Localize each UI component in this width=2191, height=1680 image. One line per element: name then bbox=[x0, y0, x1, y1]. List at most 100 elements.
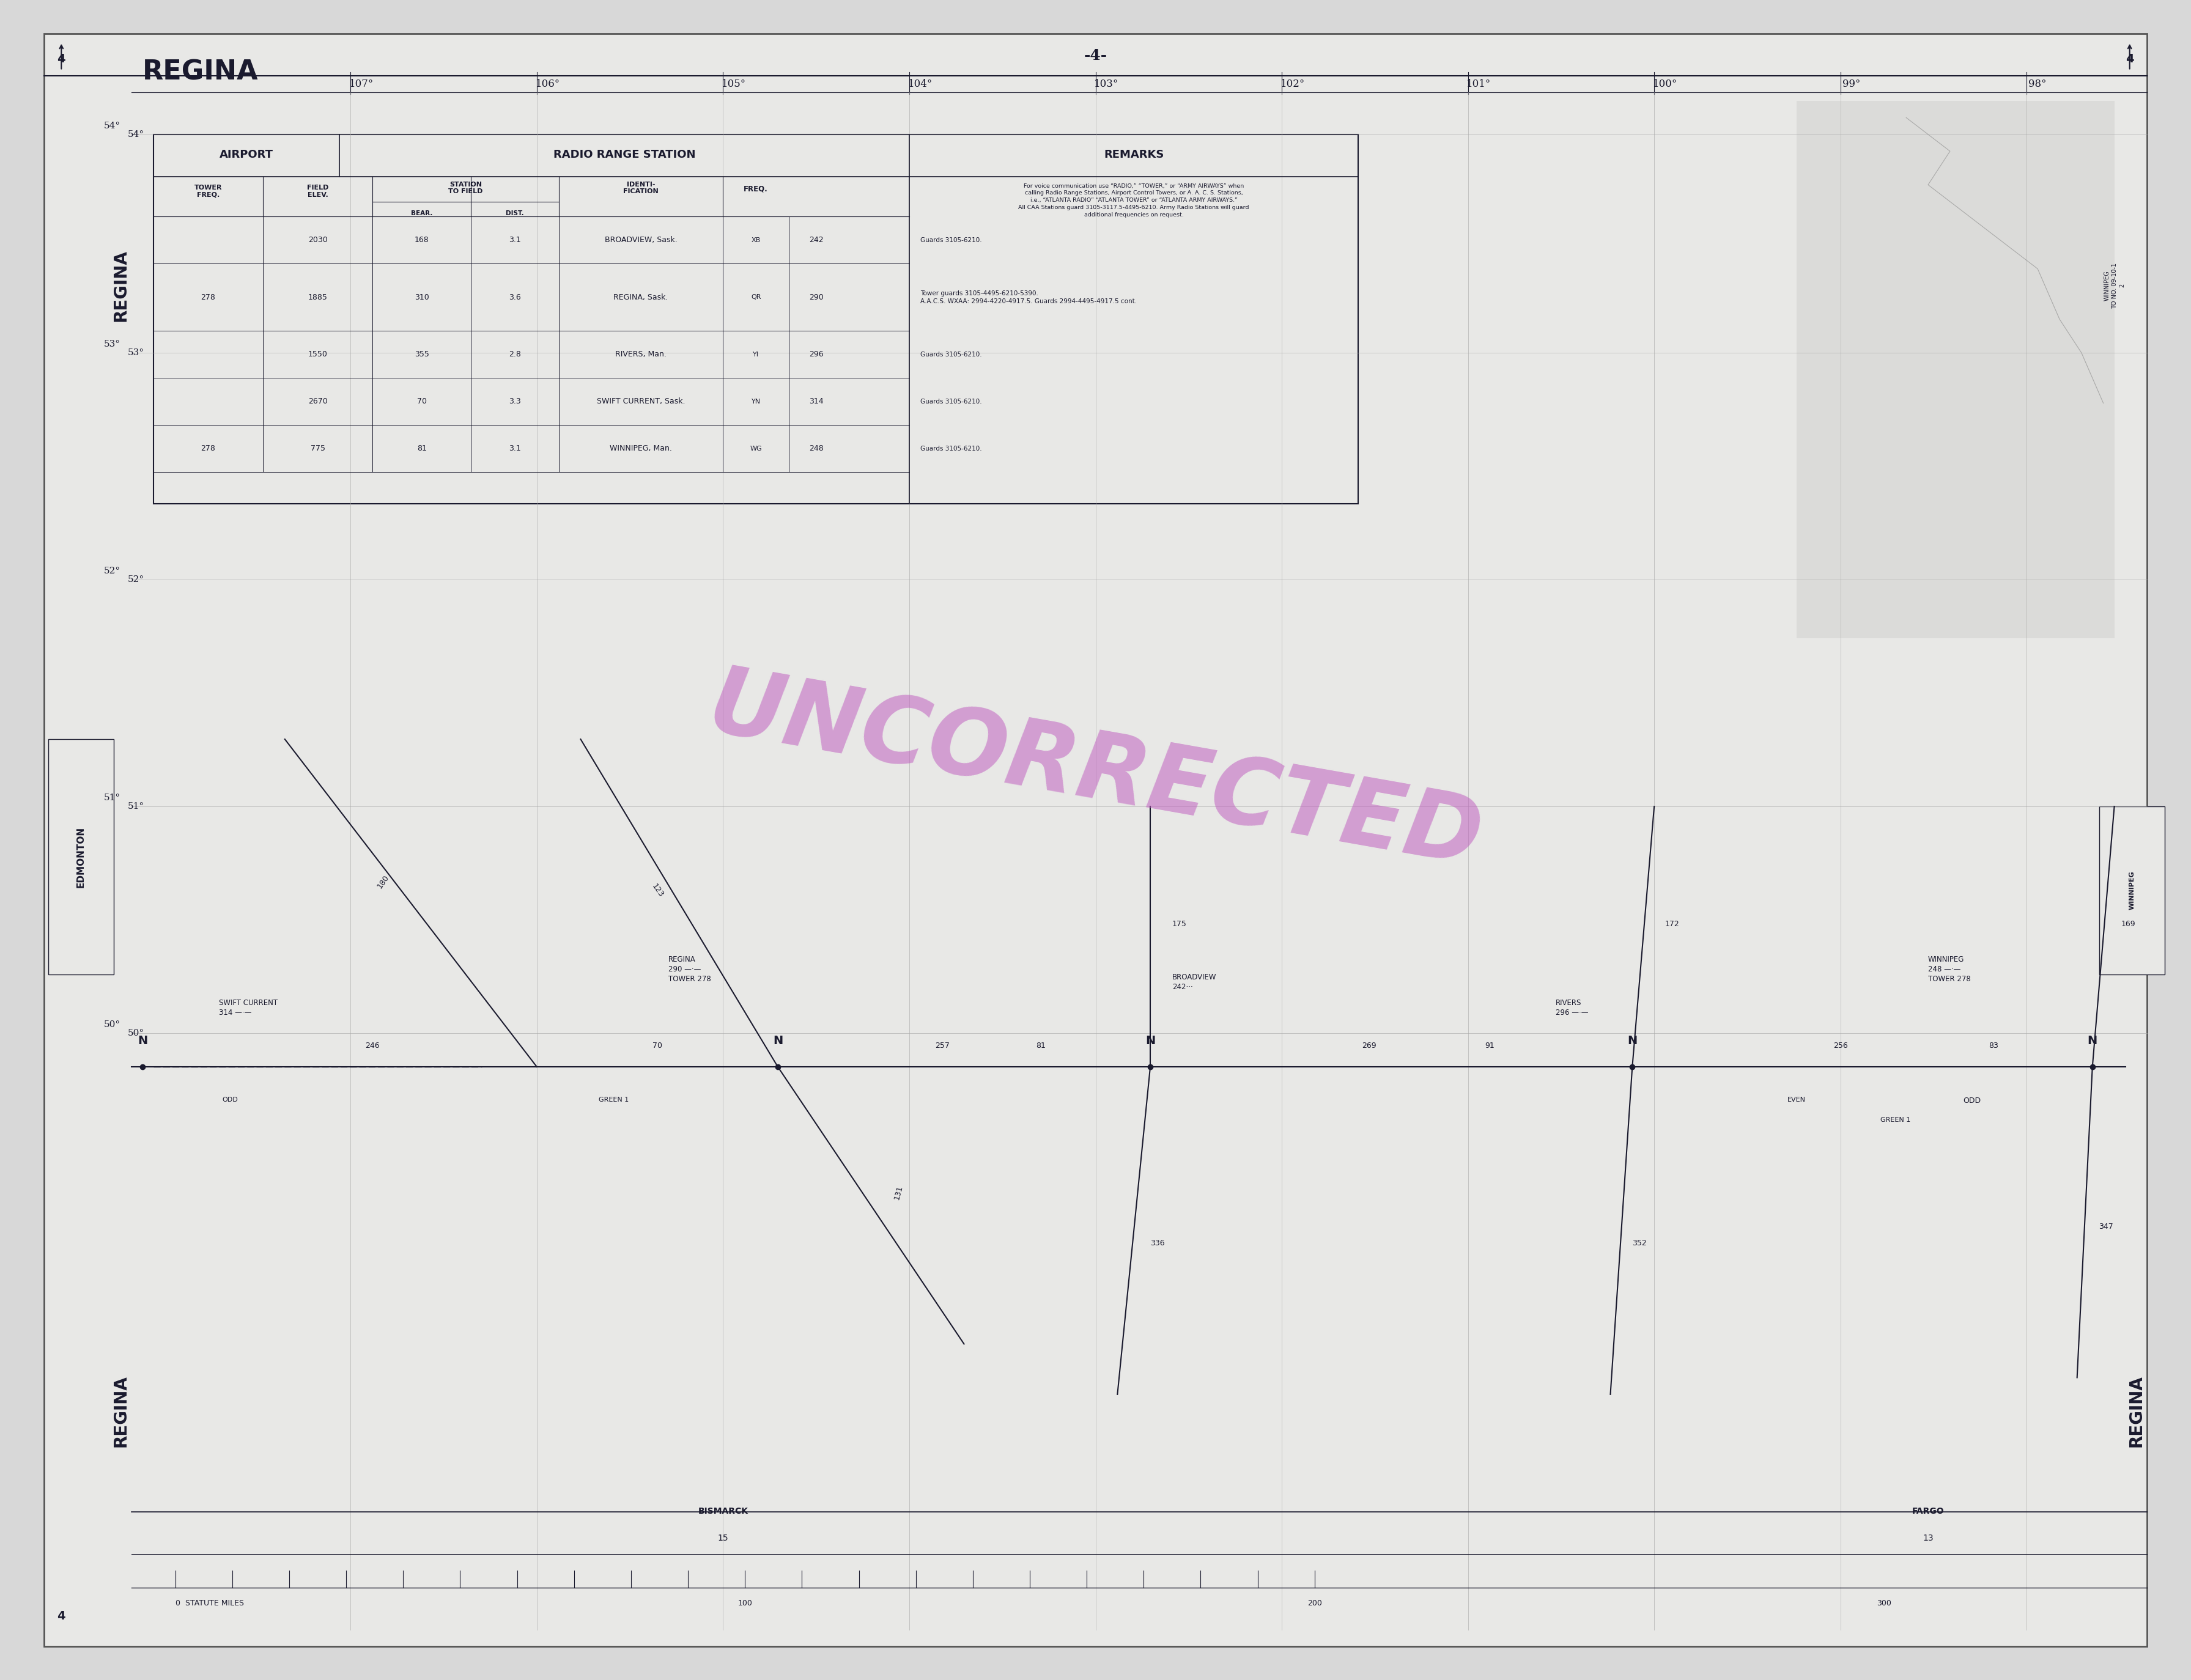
Text: 355: 355 bbox=[414, 351, 429, 358]
Text: 104°: 104° bbox=[907, 79, 933, 89]
Text: 98°: 98° bbox=[2029, 79, 2046, 89]
Text: 70: 70 bbox=[416, 398, 427, 405]
Text: 775: 775 bbox=[311, 445, 324, 452]
Text: N: N bbox=[2088, 1035, 2097, 1047]
Bar bbox=[48, 739, 114, 974]
Text: 257: 257 bbox=[936, 1042, 949, 1050]
Text: 200: 200 bbox=[1308, 1599, 1321, 1608]
Text: 99°: 99° bbox=[1843, 79, 1860, 89]
Text: 54°: 54° bbox=[103, 121, 121, 131]
Text: YI: YI bbox=[754, 351, 758, 358]
Text: 314: 314 bbox=[808, 398, 824, 405]
Text: 269: 269 bbox=[1363, 1042, 1376, 1050]
Text: RIVERS, Man.: RIVERS, Man. bbox=[616, 351, 666, 358]
Bar bbox=[2099, 806, 2165, 974]
Text: FIELD
ELEV.: FIELD ELEV. bbox=[307, 185, 329, 198]
Text: DIST.: DIST. bbox=[506, 210, 524, 217]
Text: 290: 290 bbox=[808, 294, 824, 301]
Text: Tower guards 3105-4495-6210-5390.
A.A.C.S. WXAA: 2994-4220-4917.5. Guards 2994-4: Tower guards 3105-4495-6210-5390. A.A.C.… bbox=[920, 291, 1137, 304]
Text: 100°: 100° bbox=[1652, 79, 1678, 89]
Text: REGINA: REGINA bbox=[2127, 1376, 2145, 1446]
Text: 175: 175 bbox=[1172, 921, 1188, 927]
Text: 336: 336 bbox=[1150, 1240, 1166, 1247]
Text: UNCORRECTED: UNCORRECTED bbox=[701, 660, 1490, 885]
Text: Guards 3105-6210.: Guards 3105-6210. bbox=[920, 237, 982, 244]
Text: 3.6: 3.6 bbox=[508, 294, 521, 301]
Text: 106°: 106° bbox=[535, 79, 561, 89]
Text: 91: 91 bbox=[1485, 1042, 1494, 1050]
Text: TOWER
FREQ.: TOWER FREQ. bbox=[195, 185, 221, 198]
Text: 13: 13 bbox=[1924, 1534, 1932, 1542]
Text: WINNIPEG
TO NO. 09-10-1
2: WINNIPEG TO NO. 09-10-1 2 bbox=[2103, 262, 2125, 309]
Text: 180: 180 bbox=[377, 874, 390, 890]
Text: 1885: 1885 bbox=[309, 294, 326, 301]
Text: 168: 168 bbox=[414, 237, 429, 244]
Text: 51°: 51° bbox=[127, 801, 145, 811]
Text: 107°: 107° bbox=[348, 79, 375, 89]
Text: 256: 256 bbox=[1834, 1042, 1847, 1050]
Text: REGINA: REGINA bbox=[112, 1376, 129, 1446]
Text: REGINA, Sask.: REGINA, Sask. bbox=[613, 294, 668, 301]
Text: EDMONTON: EDMONTON bbox=[77, 827, 85, 887]
Text: RADIO RANGE STATION: RADIO RANGE STATION bbox=[554, 150, 695, 160]
Text: 347: 347 bbox=[2099, 1223, 2114, 1230]
Text: SWIFT CURRENT
314 —·—: SWIFT CURRENT 314 —·— bbox=[219, 998, 278, 1016]
Text: WG: WG bbox=[749, 445, 762, 452]
Text: 3.3: 3.3 bbox=[508, 398, 521, 405]
Text: 81: 81 bbox=[1036, 1042, 1045, 1050]
Text: 102°: 102° bbox=[1280, 79, 1306, 89]
Text: 105°: 105° bbox=[721, 79, 747, 89]
Text: 4: 4 bbox=[2125, 54, 2134, 64]
Text: 51°: 51° bbox=[103, 793, 121, 803]
Text: -4-: -4- bbox=[1085, 49, 1106, 62]
Bar bbox=[153, 134, 1358, 504]
Text: IDENTI-
FICATION: IDENTI- FICATION bbox=[622, 181, 659, 195]
Text: 3.1: 3.1 bbox=[508, 237, 521, 244]
Text: 81: 81 bbox=[416, 445, 427, 452]
Text: 53°: 53° bbox=[127, 348, 145, 358]
Text: 123: 123 bbox=[651, 882, 664, 899]
Text: 101°: 101° bbox=[1466, 79, 1492, 89]
Text: QR: QR bbox=[752, 294, 760, 301]
Text: WINNIPEG
248 —·—
TOWER 278: WINNIPEG 248 —·— TOWER 278 bbox=[1928, 956, 1970, 983]
Text: 248: 248 bbox=[808, 445, 824, 452]
Text: RIVERS
296 —·—: RIVERS 296 —·— bbox=[1556, 998, 1588, 1016]
Text: EVEN: EVEN bbox=[1788, 1097, 1805, 1104]
Text: 70: 70 bbox=[653, 1042, 662, 1050]
Text: BISMARCK: BISMARCK bbox=[699, 1507, 747, 1515]
Text: REMARKS: REMARKS bbox=[1104, 150, 1163, 160]
Text: 4: 4 bbox=[57, 1611, 66, 1621]
Text: 1550: 1550 bbox=[309, 351, 326, 358]
Text: REGINA
290 —·—
TOWER 278: REGINA 290 —·— TOWER 278 bbox=[668, 956, 710, 983]
Text: WINNIPEG, Man.: WINNIPEG, Man. bbox=[609, 445, 673, 452]
Text: 0  STATUTE MILES: 0 STATUTE MILES bbox=[175, 1599, 243, 1608]
Text: 352: 352 bbox=[1632, 1240, 1648, 1247]
Text: STATION
TO FIELD: STATION TO FIELD bbox=[449, 181, 482, 195]
Text: YN: YN bbox=[752, 398, 760, 405]
Text: ODD: ODD bbox=[1963, 1097, 1981, 1105]
Text: N: N bbox=[1628, 1035, 1637, 1047]
Text: XB: XB bbox=[752, 237, 760, 244]
Text: AIRPORT: AIRPORT bbox=[219, 150, 274, 160]
Text: 310: 310 bbox=[414, 294, 429, 301]
Text: 4: 4 bbox=[57, 54, 66, 64]
Text: FREQ.: FREQ. bbox=[743, 185, 769, 193]
Text: 100: 100 bbox=[738, 1599, 752, 1608]
Text: 52°: 52° bbox=[127, 575, 145, 585]
Text: 53°: 53° bbox=[103, 339, 121, 349]
Text: 300: 300 bbox=[1878, 1599, 1891, 1608]
Text: 103°: 103° bbox=[1093, 79, 1120, 89]
Text: BROADVIEW, Sask.: BROADVIEW, Sask. bbox=[605, 237, 677, 244]
Text: 242: 242 bbox=[808, 237, 824, 244]
Text: 2670: 2670 bbox=[309, 398, 326, 405]
Text: Guards 3105-6210.: Guards 3105-6210. bbox=[920, 398, 982, 405]
Text: 54°: 54° bbox=[127, 129, 145, 139]
Text: N: N bbox=[773, 1035, 782, 1047]
Text: REGINA: REGINA bbox=[142, 59, 259, 86]
Text: 278: 278 bbox=[202, 294, 215, 301]
Text: 52°: 52° bbox=[103, 566, 121, 576]
Text: 2.8: 2.8 bbox=[508, 351, 521, 358]
Text: 169: 169 bbox=[2121, 921, 2136, 927]
Text: GREEN 1: GREEN 1 bbox=[598, 1097, 629, 1104]
Text: 172: 172 bbox=[1665, 921, 1680, 927]
